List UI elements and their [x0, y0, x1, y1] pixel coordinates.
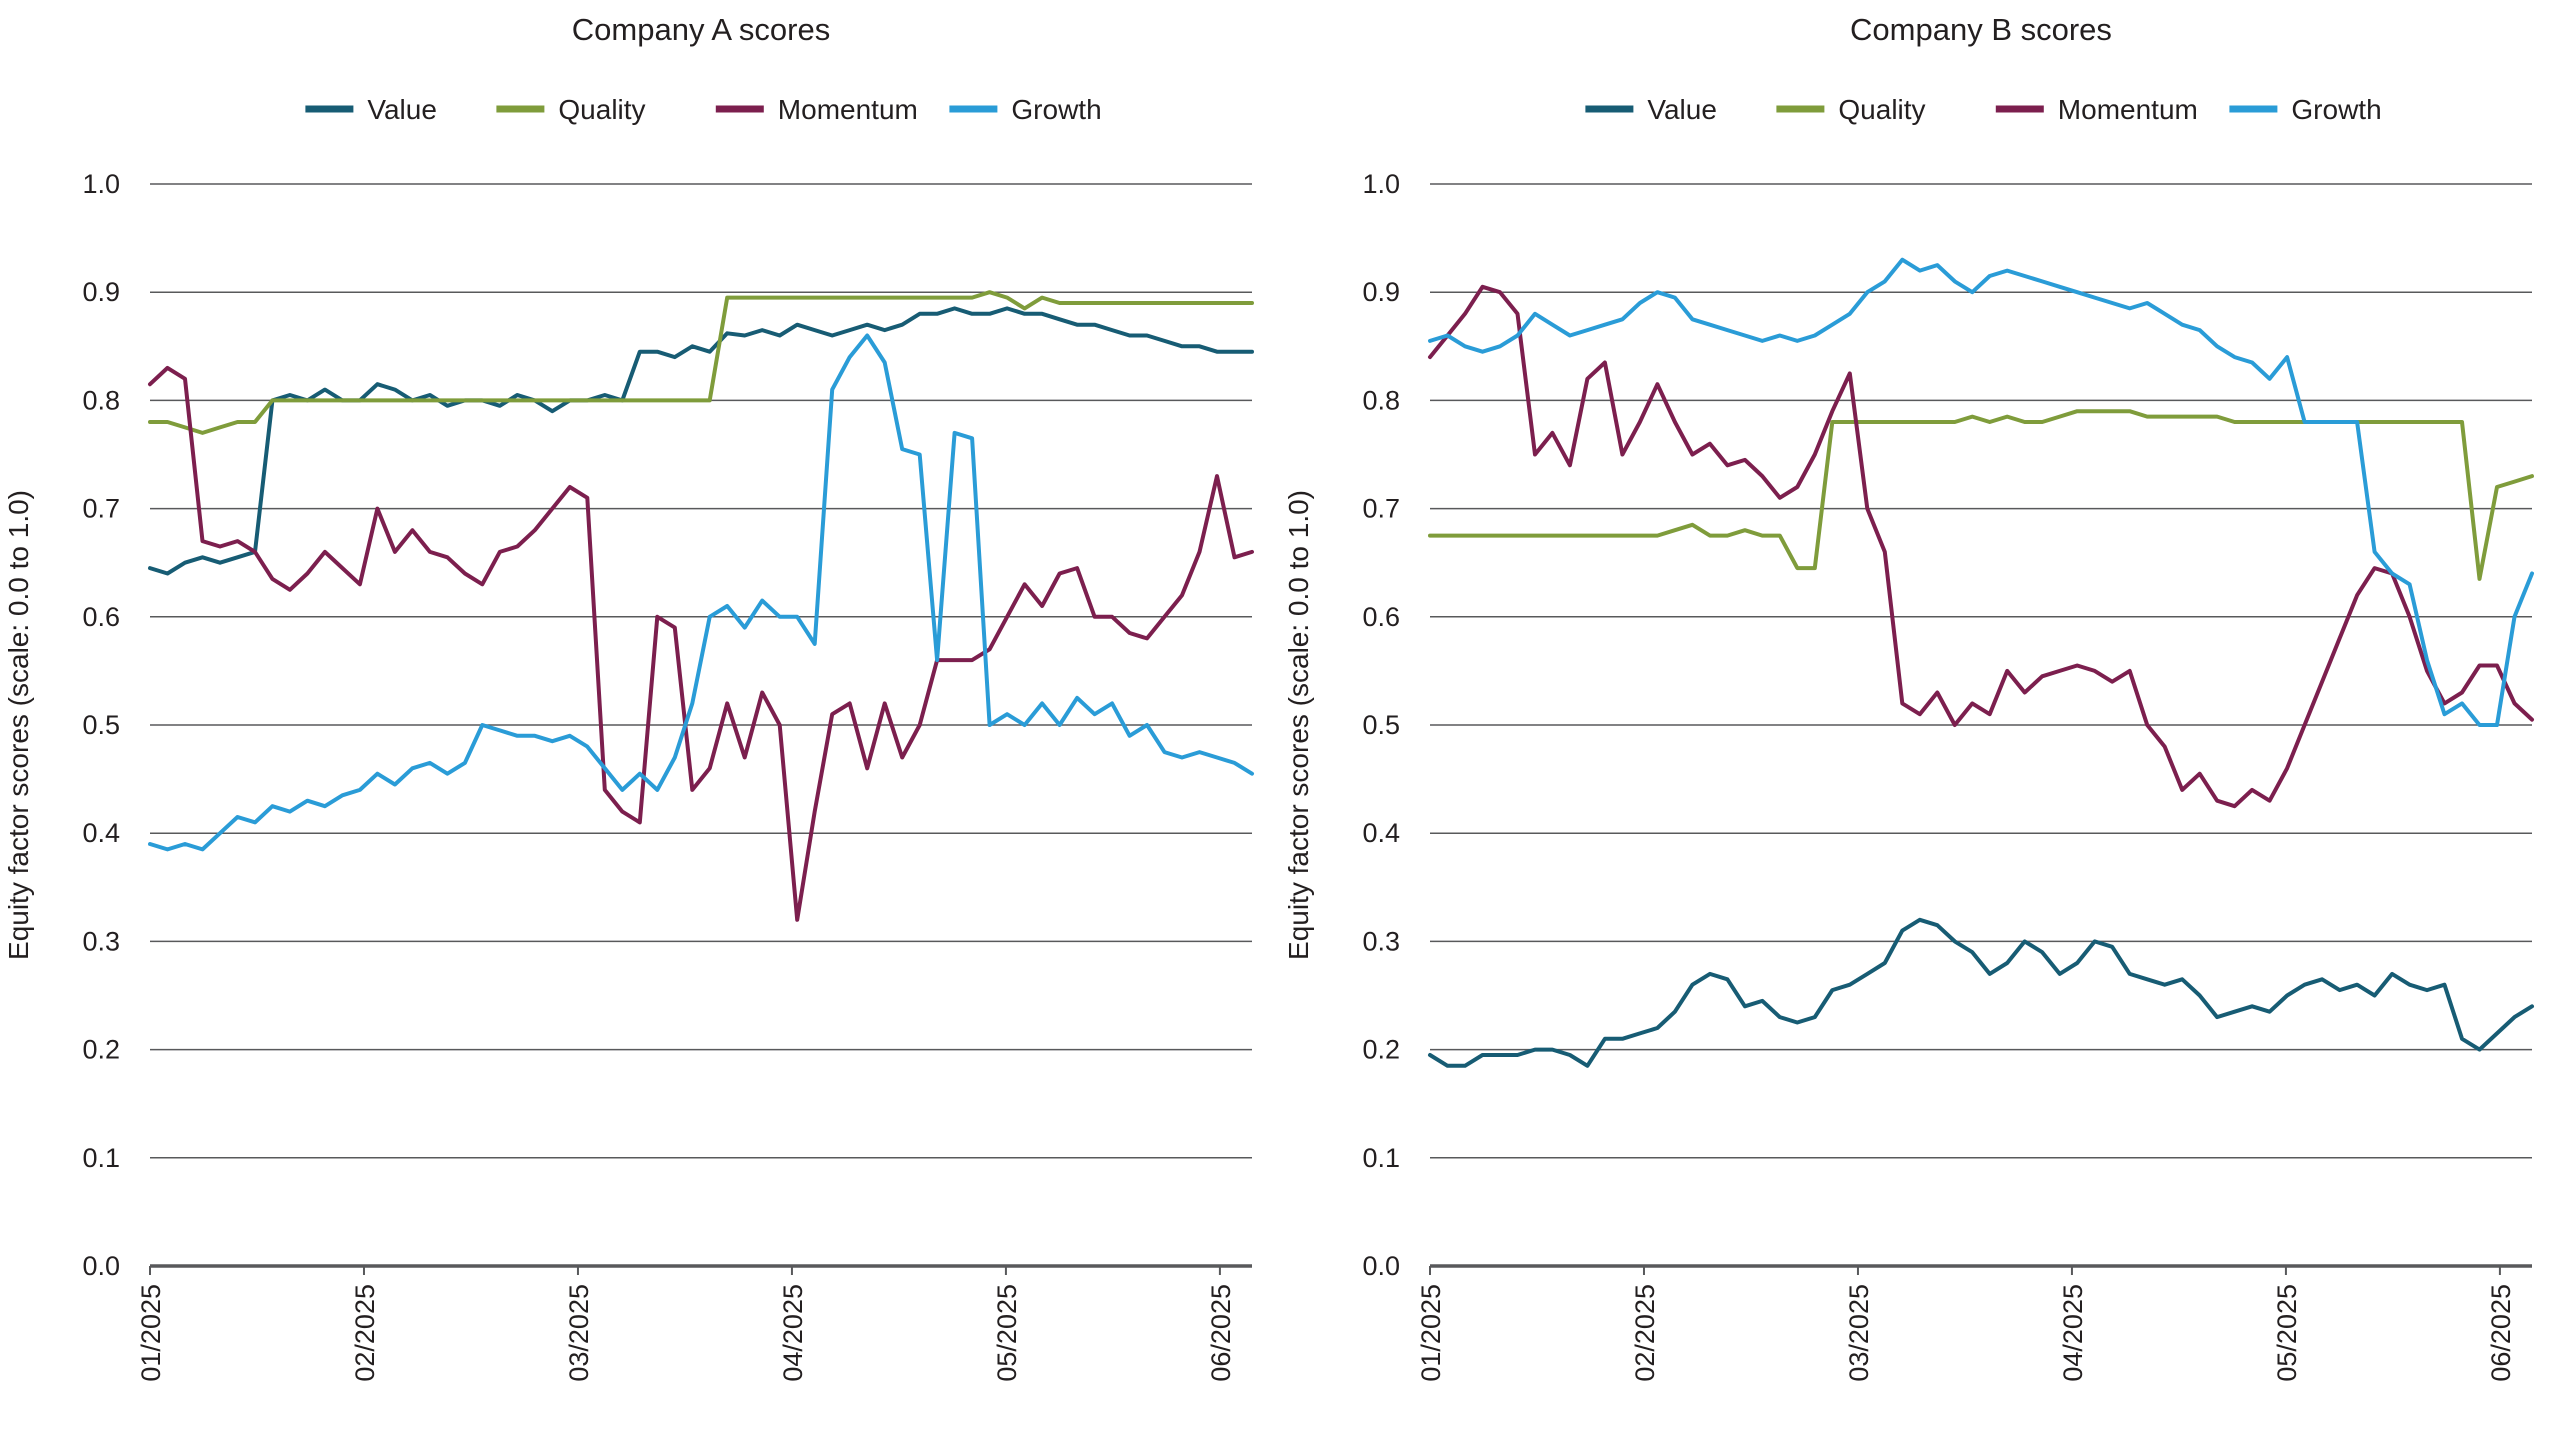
legend-item: Value — [305, 94, 437, 125]
y-tick-label: 1.0 — [1362, 169, 1400, 199]
y-tick-label: 0.2 — [82, 1035, 120, 1065]
y-tick-label: 1.0 — [82, 169, 120, 199]
y-tick-label: 0.9 — [82, 277, 120, 307]
x-tick-label: 05/2025 — [2272, 1284, 2302, 1382]
legend-item: Momentum — [715, 94, 918, 125]
legend-item: Growth — [949, 94, 1102, 125]
series-line-growth — [148, 333, 1254, 852]
legend-label-value: Value — [1647, 94, 1717, 125]
legend-item: Value — [1585, 94, 1717, 125]
chart-title: Company B scores — [1850, 12, 2112, 47]
chart-title: Company A scores — [572, 12, 830, 47]
y-tick-label: 0.5 — [82, 710, 120, 740]
y-tick-label: 0.3 — [82, 926, 120, 956]
legend-label-quality: Quality — [558, 94, 645, 125]
series-line-growth — [1428, 257, 2534, 727]
y-tick-label: 0.1 — [1362, 1143, 1400, 1173]
legend-item: Quality — [496, 94, 646, 125]
legend-item: Growth — [2229, 94, 2382, 125]
y-tick-label: 0.8 — [82, 385, 120, 415]
y-tick-label: 0.4 — [1362, 818, 1400, 848]
x-tick-label: 06/2025 — [2486, 1284, 2516, 1382]
series-line-quality — [148, 290, 1254, 435]
y-tick-label: 0.6 — [82, 602, 120, 632]
y-tick-label: 0.6 — [1362, 602, 1400, 632]
y-tick-label: 0.1 — [82, 1143, 120, 1173]
x-tick-label: 03/2025 — [564, 1284, 594, 1382]
x-tick-label: 01/2025 — [136, 1284, 166, 1382]
y-tick-label: 0.5 — [1362, 710, 1400, 740]
legend-label-growth: Growth — [2291, 94, 2381, 125]
y-tick-label: 0.4 — [82, 818, 120, 848]
y-tick-label: 0.2 — [1362, 1035, 1400, 1065]
y-axis-label: Equity factor scores (scale: 0.0 to 1.0) — [3, 490, 34, 960]
company-a-chart: Company A scores 0.0 0.1 0.2 0.3 0.4 0.5 0.6 0.7… — [3, 12, 1254, 1382]
y-tick-label: 0.7 — [82, 494, 120, 524]
y-tick-label: 0.3 — [1362, 926, 1400, 956]
y-tick-label: 0.0 — [1362, 1251, 1400, 1281]
legend-label-quality: Quality — [1838, 94, 1925, 125]
x-tick-label: 05/2025 — [992, 1284, 1022, 1382]
company-b-chart: Company B scores 0.0 0.1 0.2 0.3 0.4 0.5 0.6 0.7… — [1283, 12, 2534, 1382]
series-line-momentum — [148, 365, 1254, 922]
x-tick-label: 02/2025 — [1630, 1284, 1660, 1382]
x-tick-label: 02/2025 — [350, 1284, 380, 1382]
y-axis-label: Equity factor scores (scale: 0.0 to 1.0) — [1283, 490, 1314, 960]
legend-label-value: Value — [367, 94, 437, 125]
legend-item: Momentum — [1995, 94, 2198, 125]
legend-label-momentum: Momentum — [2058, 94, 2198, 125]
legend-label-growth: Growth — [1011, 94, 1101, 125]
series-line-value — [1428, 917, 2534, 1068]
x-tick-label: 03/2025 — [1844, 1284, 1874, 1382]
y-tick-label: 0.8 — [1362, 385, 1400, 415]
y-tick-label: 0.7 — [1362, 494, 1400, 524]
series-line-momentum — [1428, 284, 2534, 809]
x-tick-label: 06/2025 — [1206, 1284, 1236, 1382]
x-tick-label: 01/2025 — [1416, 1284, 1446, 1382]
x-tick-label: 04/2025 — [2058, 1284, 2088, 1382]
series-line-value — [148, 306, 1254, 576]
legend-label-momentum: Momentum — [778, 94, 918, 125]
chart-panel-company-a: Company A scores 0.0 0.1 0.2 0.3 0.4 0.5 0.6 0.7… — [3, 12, 1254, 1382]
y-tick-label: 0.0 — [82, 1251, 120, 1281]
y-tick-label: 0.9 — [1362, 277, 1400, 307]
x-tick-label: 04/2025 — [778, 1284, 808, 1382]
legend-item: Quality — [1776, 94, 1926, 125]
chart-panel-company-b: Company B scores 0.0 0.1 0.2 0.3 0.4 0.5 0.6 0.7… — [1280, 0, 2560, 1440]
